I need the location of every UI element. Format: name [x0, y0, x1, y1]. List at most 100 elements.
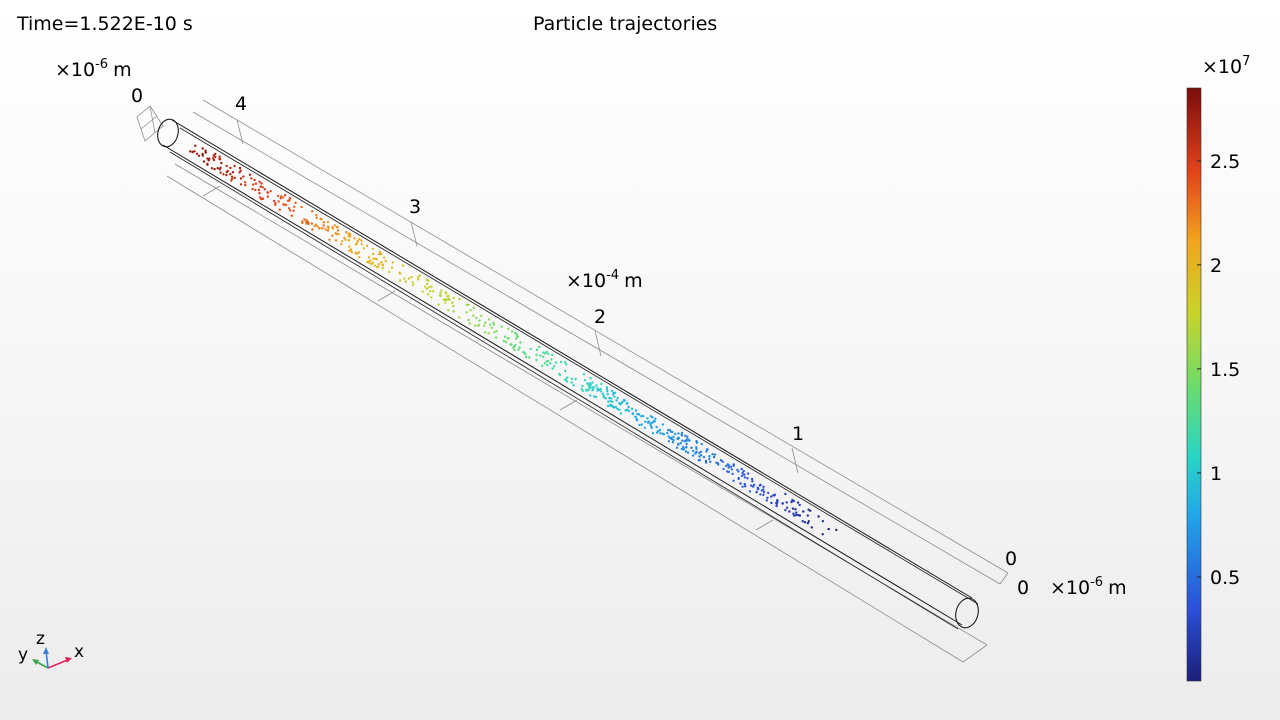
- particle-point: [592, 386, 596, 389]
- particle-point: [288, 199, 291, 202]
- particle-point: [591, 381, 594, 384]
- particle-point: [699, 450, 703, 454]
- particle-point: [426, 293, 430, 296]
- triad-y-label: y: [18, 645, 28, 665]
- particle-point: [366, 260, 369, 264]
- particle-point: [595, 384, 598, 387]
- particle-point: [546, 364, 549, 367]
- particle-point: [525, 355, 528, 359]
- particle-point: [775, 502, 779, 505]
- particle-point: [277, 200, 280, 203]
- particle-point: [649, 422, 652, 426]
- particle-point: [762, 485, 765, 488]
- particle-point: [233, 164, 236, 168]
- particle-point: [627, 409, 630, 413]
- particle-point: [807, 508, 810, 511]
- particle-point: [608, 396, 611, 400]
- particle-point: [675, 446, 679, 449]
- particle-point: [208, 157, 211, 160]
- particle-point: [370, 262, 373, 266]
- end-plane-line: [140, 115, 158, 130]
- particle-point: [334, 239, 338, 242]
- particle-point: [202, 160, 206, 163]
- colorbar-tick-label: 2: [1210, 255, 1222, 277]
- particle-point: [269, 190, 272, 193]
- particle-point: [513, 345, 516, 348]
- particle-point: [467, 303, 470, 306]
- particle-point: [282, 196, 285, 199]
- particle-point: [545, 360, 549, 363]
- particle-point: [605, 388, 609, 391]
- particle-point: [252, 183, 255, 186]
- particle-point: [648, 420, 651, 424]
- particle-point: [474, 324, 477, 327]
- particle-point: [313, 224, 316, 228]
- particle-point: [331, 234, 334, 237]
- particle-point: [213, 168, 216, 171]
- particle-point: [293, 205, 296, 208]
- tube-edge-top: [171, 119, 973, 599]
- particle-point: [751, 480, 754, 483]
- particle-point: [229, 173, 232, 176]
- particle-point: [762, 493, 765, 496]
- particle-point: [549, 362, 552, 365]
- particle-point: [770, 495, 773, 498]
- particle-point: [564, 378, 567, 382]
- axis-tick-mark: [236, 119, 244, 145]
- particle-point: [320, 218, 323, 221]
- particle-point: [355, 252, 358, 255]
- particle-point: [290, 214, 293, 217]
- particle-point: [238, 166, 242, 170]
- particle-point: [547, 352, 550, 356]
- particle-point: [212, 154, 215, 157]
- particle-point: [591, 386, 594, 389]
- particle-point: [651, 421, 654, 424]
- particle-point: [740, 467, 743, 471]
- particle-point: [360, 239, 363, 242]
- particle-point: [654, 417, 657, 420]
- particle-point: [318, 227, 321, 230]
- particle-point: [244, 181, 247, 184]
- particle-point: [484, 321, 487, 324]
- particle-point: [554, 361, 558, 364]
- particle-point: [644, 420, 647, 423]
- particle-point: [658, 428, 662, 432]
- particle-point: [542, 351, 545, 354]
- particle-point: [717, 463, 720, 466]
- particle-point: [610, 389, 614, 393]
- particle-point: [680, 434, 684, 437]
- particle-point: [513, 348, 516, 352]
- particle-point: [542, 355, 545, 358]
- particle-point: [427, 279, 430, 282]
- colorbar: [1186, 87, 1202, 682]
- particle-point: [425, 287, 428, 290]
- particle-point: [432, 290, 435, 293]
- particle-point: [627, 405, 630, 409]
- end-plane-line: [149, 105, 156, 134]
- particle-point: [373, 264, 377, 267]
- particle-point: [760, 489, 764, 492]
- particle-point: [510, 330, 514, 333]
- particle-point: [421, 290, 424, 293]
- particle-point: [572, 384, 575, 387]
- particle-point: [210, 167, 214, 170]
- particle-point: [257, 188, 261, 192]
- right-zero-a-label: 0: [1005, 548, 1017, 570]
- particle-point: [785, 501, 788, 504]
- particle-point: [753, 483, 756, 487]
- particle-point: [233, 176, 236, 180]
- particle-point: [727, 466, 730, 469]
- particle-point: [372, 257, 375, 260]
- particle-point: [582, 373, 586, 376]
- particle-point: [206, 163, 209, 166]
- particle-point: [674, 432, 677, 436]
- particle-point: [289, 209, 292, 212]
- particle-point: [306, 220, 310, 224]
- particle-point: [522, 350, 525, 354]
- particle-point: [697, 459, 700, 462]
- particle-point: [624, 409, 627, 412]
- grid-line: [202, 99, 1009, 574]
- particle-point: [551, 367, 554, 370]
- particle-point: [251, 187, 254, 191]
- particle-point: [634, 415, 637, 418]
